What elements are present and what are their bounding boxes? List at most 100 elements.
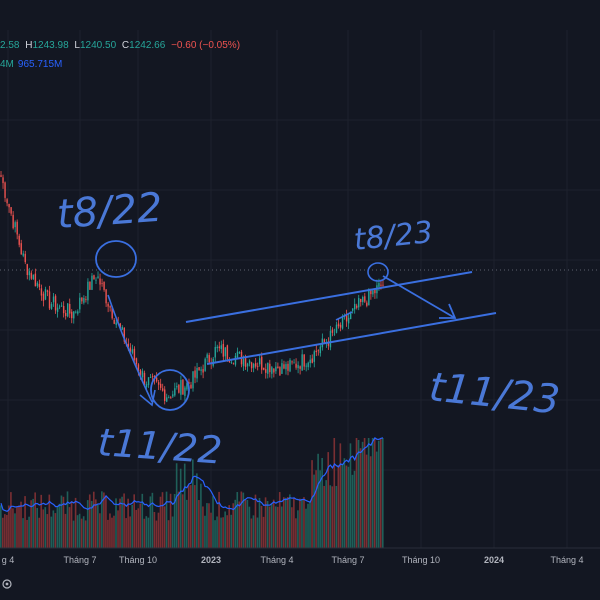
volume-bar bbox=[351, 474, 354, 548]
candle-body bbox=[216, 346, 218, 349]
candle-body bbox=[295, 363, 297, 368]
candle-body bbox=[263, 367, 265, 370]
candle-body bbox=[85, 299, 87, 300]
candle-body bbox=[75, 311, 77, 313]
candle-body bbox=[289, 359, 291, 372]
volume-bar bbox=[78, 513, 81, 548]
candle-body bbox=[374, 289, 376, 294]
candle-body bbox=[83, 298, 85, 303]
time-axis-label: 2024 bbox=[484, 555, 504, 565]
volume-bar bbox=[20, 501, 22, 548]
candle-body bbox=[46, 290, 49, 292]
candle-body bbox=[192, 371, 194, 389]
inner-channel-line bbox=[335, 311, 353, 321]
candle-body bbox=[172, 394, 174, 397]
volume-bar bbox=[171, 516, 174, 548]
circle-t11-22 bbox=[150, 369, 190, 411]
volume-bar bbox=[187, 485, 190, 548]
time-axis[interactable]: g 4 Tháng 7 Tháng 10 2023 Tháng 4 Tháng 7 Thán… bbox=[2, 555, 584, 565]
volume-bar bbox=[133, 494, 136, 548]
candle-body bbox=[97, 276, 99, 278]
candle-body bbox=[339, 324, 342, 328]
volume-bar bbox=[189, 485, 192, 548]
candle-body bbox=[111, 306, 113, 319]
candle-body bbox=[242, 359, 245, 367]
candle-body bbox=[222, 343, 225, 357]
label-t11-23: t11/23 bbox=[427, 364, 562, 423]
settings-icon[interactable] bbox=[0, 578, 14, 592]
volume-bar bbox=[214, 520, 216, 548]
candle-body bbox=[36, 282, 39, 287]
volume-bar bbox=[109, 513, 111, 548]
time-axis-label: Tháng 7 bbox=[63, 555, 96, 565]
volume-bar bbox=[252, 515, 255, 548]
candle-body bbox=[313, 351, 315, 362]
volume-bar bbox=[40, 494, 43, 548]
volume-bar bbox=[282, 497, 285, 548]
candle-body bbox=[131, 349, 134, 353]
volume-bar bbox=[46, 514, 49, 548]
candle-body bbox=[364, 296, 366, 302]
decline-arrow-head bbox=[139, 389, 156, 407]
volume-bar bbox=[284, 497, 287, 548]
candle-body bbox=[129, 347, 132, 352]
candle-body bbox=[370, 290, 372, 295]
candle-body bbox=[331, 329, 334, 333]
circle-t8-23 bbox=[367, 262, 389, 282]
volume-bar bbox=[375, 451, 378, 548]
candle-body bbox=[166, 397, 168, 402]
candle-body bbox=[52, 296, 55, 303]
volume-bar bbox=[16, 506, 18, 548]
volume-bar bbox=[286, 497, 289, 548]
volume-bar bbox=[234, 499, 237, 548]
candle-body bbox=[77, 311, 79, 314]
candle-body bbox=[40, 288, 43, 296]
candle-body bbox=[89, 281, 91, 290]
volume-bar bbox=[311, 460, 313, 548]
candle-body bbox=[32, 274, 35, 280]
volume-bar bbox=[226, 515, 228, 548]
candle-body bbox=[123, 327, 126, 342]
volume-bar bbox=[68, 507, 71, 548]
candle-body bbox=[54, 295, 57, 311]
candle-body bbox=[301, 354, 303, 371]
candle-body bbox=[234, 355, 237, 365]
candle-body bbox=[73, 311, 75, 319]
volume-bar bbox=[258, 497, 261, 548]
volume-bar bbox=[149, 496, 152, 548]
candle-body bbox=[174, 388, 176, 396]
volume-bar bbox=[321, 457, 323, 548]
candle-body bbox=[137, 364, 140, 372]
candle-body bbox=[182, 379, 184, 395]
candle-body bbox=[269, 363, 271, 373]
time-axis-label: Tháng 10 bbox=[402, 555, 440, 565]
volume-bar bbox=[165, 491, 168, 548]
candle-body bbox=[307, 362, 309, 368]
candle-body bbox=[8, 203, 10, 208]
volume-bar bbox=[177, 491, 180, 548]
volume-bar bbox=[169, 493, 172, 548]
volume-bar bbox=[161, 492, 164, 548]
open-value: 2.58 bbox=[0, 40, 20, 51]
candle-body bbox=[232, 363, 235, 365]
volume-bar bbox=[28, 516, 30, 548]
volume-bar bbox=[84, 520, 87, 548]
volume-bar bbox=[131, 504, 133, 548]
volume-bar bbox=[115, 498, 117, 548]
volume-bar bbox=[309, 501, 311, 548]
candle-body bbox=[250, 362, 253, 369]
volume-bar bbox=[60, 495, 63, 548]
candle-body bbox=[315, 350, 318, 353]
ohlc-legend: 2.58 H1243.98 L1240.50 C1242.66 −0.60 (−… bbox=[0, 40, 240, 51]
candle-body bbox=[66, 303, 69, 317]
candle-body bbox=[188, 382, 190, 384]
volume-bar bbox=[299, 498, 301, 548]
candle-body bbox=[157, 382, 160, 385]
time-axis-label: g 4 bbox=[2, 555, 15, 565]
candle-body bbox=[265, 369, 267, 373]
volume-bar bbox=[44, 507, 47, 548]
candle-body bbox=[327, 341, 330, 346]
candle-body bbox=[362, 296, 364, 303]
